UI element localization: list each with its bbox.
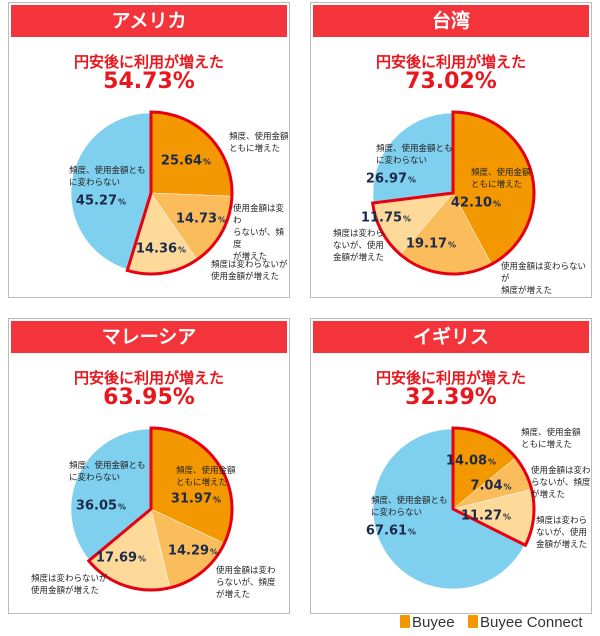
subtitle: 円安後に利用が増えた <box>73 53 224 71</box>
percent-sign: % <box>408 175 417 185</box>
pie-slice-unchanged <box>372 112 454 204</box>
value-number: 19.17 <box>405 236 448 252</box>
country-header: イギリス <box>313 321 589 353</box>
value-number: 14.73 <box>175 211 218 227</box>
increased-outline <box>370 110 536 276</box>
value-number: 42.10 <box>450 195 493 211</box>
category-label-frequency_only: 頻度は変わらないが 使用金額が増えた <box>211 260 288 282</box>
total-increased: 54.73% <box>103 69 195 94</box>
pie-panel-2: マレーシア 円安後に利用が増えた 63.95% 31.97% 頻度、使用金額 ともに… <box>8 318 290 614</box>
category-label-frequency_only: 頻度は変わらないが 使用金額が増えた <box>31 574 108 596</box>
pie-chart <box>372 426 536 590</box>
percent-sign: % <box>448 240 457 250</box>
value-number: 14.29 <box>167 543 210 559</box>
percent-sign: % <box>178 245 187 255</box>
total-increased: 63.95% <box>103 385 195 410</box>
value-number: 11.75 <box>360 210 403 226</box>
value-label-unchanged: 36.05% <box>76 499 126 514</box>
subtitle: 円安後に利用が増えた <box>73 369 224 387</box>
category-label-amount_only: 使用金額は変わ らないが、頻度 が増えた <box>233 204 285 262</box>
value-number: 26.97 <box>365 171 408 187</box>
category-label-frequency_only: 頻度は変わら ないが、使用 金額が増えた <box>333 229 385 263</box>
country-header: マレーシア <box>11 321 287 353</box>
pie-panel-1: 台湾 円安後に利用が増えた 73.02% 42.10% 頻度、使用金額 ともに増えた… <box>310 2 592 298</box>
value-number: 14.08 <box>445 453 488 469</box>
country-header: 台湾 <box>313 5 589 37</box>
buyee-connect-logo: Buyee Connect <box>468 614 583 631</box>
percent-sign: % <box>210 547 219 557</box>
buyee-logo-text: Buyee <box>412 614 455 631</box>
value-label-increased_both: 25.64% <box>161 154 211 169</box>
value-number: 31.97 <box>170 491 213 507</box>
percent-sign: % <box>218 215 227 225</box>
percent-sign: % <box>503 512 512 522</box>
total-increased: 73.02% <box>405 69 497 94</box>
category-label-amount_only: 使用金額は変わらないが 頻度が増えた <box>501 262 587 296</box>
value-label-increased_both: 31.97% <box>171 492 221 507</box>
value-label-amount_only: 19.17% <box>406 237 456 252</box>
percent-sign: % <box>493 199 502 209</box>
category-label-increased_both: 頻度、使用金額 ともに増えた <box>521 428 581 450</box>
value-label-unchanged: 26.97% <box>366 172 416 187</box>
pie-slice-unchanged <box>70 112 152 270</box>
subtitle: 円安後に利用が増えた <box>375 369 526 387</box>
increased-outline <box>451 426 536 548</box>
value-label-increased_both: 42.10% <box>451 196 501 211</box>
value-number: 45.27 <box>75 193 118 209</box>
value-label-unchanged: 67.61% <box>366 524 416 539</box>
category-label-unchanged: 頻度、使用金額とも に変わらない <box>376 144 453 166</box>
category-label-amount_only: 使用金額は変わ らないが、頻度 が増えた <box>531 466 591 500</box>
value-number: 36.05 <box>75 498 118 514</box>
category-label-increased_both: 頻度、使用金額 ともに増えた <box>471 168 531 190</box>
value-number: 14.36 <box>135 241 178 257</box>
percent-sign: % <box>213 495 222 505</box>
value-number: 17.69 <box>95 550 138 566</box>
category-label-increased_both: 頻度、使用金額 ともに増えた <box>176 466 236 488</box>
value-number: 67.61 <box>365 523 408 539</box>
value-label-frequency_only: 17.69% <box>96 551 146 566</box>
value-label-amount_only: 14.29% <box>168 544 218 559</box>
pie-slice-unchanged <box>70 428 152 561</box>
percent-sign: % <box>203 157 212 167</box>
value-label-increased_both: 14.08% <box>446 454 496 469</box>
category-label-amount_only: 使用金額は変わ らないが、頻度 が増えた <box>216 566 276 600</box>
increased-outline <box>86 426 234 592</box>
percent-sign: % <box>488 457 497 467</box>
country-header: アメリカ <box>11 5 287 37</box>
percent-sign: % <box>503 482 512 492</box>
buyee-bag-icon <box>400 615 410 628</box>
buyee-bag-icon <box>468 615 478 628</box>
percent-sign: % <box>403 214 412 224</box>
category-label-frequency_only: 頻度は変わら ないが、使用 金額が増えた <box>536 516 588 550</box>
percent-sign: % <box>138 554 147 564</box>
total-increased: 32.39% <box>405 385 497 410</box>
value-label-amount_only: 7.04% <box>470 479 511 494</box>
value-label-frequency_only: 11.27% <box>461 509 511 524</box>
value-number: 25.64 <box>160 153 203 169</box>
value-label-amount_only: 14.73% <box>176 212 226 227</box>
pie-slice-unchanged <box>372 428 525 590</box>
subtitle: 円安後に利用が増えた <box>375 53 526 71</box>
pie-chart <box>70 426 234 592</box>
pie-panel-3: イギリス 円安後に利用が増えた 32.39% 14.08% 頻度、使用金額 ともに増… <box>310 318 592 614</box>
pie-chart <box>370 110 536 276</box>
category-label-unchanged: 頻度、使用金額とも に変わらない <box>69 166 146 188</box>
category-label-unchanged: 頻度、使用金額とも に変わらない <box>69 461 146 483</box>
buyee-connect-logo-text: Buyee Connect <box>480 614 583 631</box>
value-label-unchanged: 45.27% <box>76 194 126 209</box>
percent-sign: % <box>118 502 127 512</box>
percent-sign: % <box>408 527 417 537</box>
value-label-frequency_only: 14.36% <box>136 242 186 257</box>
percent-sign: % <box>118 197 127 207</box>
category-label-unchanged: 頻度、使用金額とも に変わらない <box>371 496 448 518</box>
category-label-increased_both: 頻度、使用金額 ともに増えた <box>229 132 289 154</box>
value-number: 11.27 <box>460 508 503 524</box>
buyee-logo: Buyee <box>400 614 455 631</box>
pie-chart <box>70 110 234 276</box>
value-number: 7.04 <box>470 478 503 494</box>
value-label-frequency_only: 11.75% <box>361 211 411 226</box>
pie-panel-0: アメリカ 円安後に利用が増えた 54.73% 25.64% 頻度、使用金額 ともに増… <box>8 2 290 298</box>
increased-outline <box>125 110 234 276</box>
